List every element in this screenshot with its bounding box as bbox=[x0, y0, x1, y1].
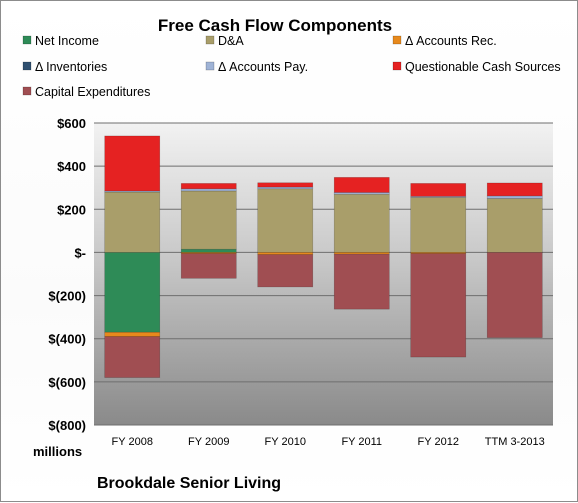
y-axis: $600 $400 $200 $- $(200) $(400) $(600) $(800) bbox=[48, 116, 86, 433]
x-tick-label: FY 2009 bbox=[188, 436, 229, 448]
bar-net-income-fy-2009 bbox=[180, 248, 237, 253]
bar-delta-accounts-rec-fy-2008 bbox=[104, 331, 161, 337]
x-tick-label: TTM 3-2013 bbox=[485, 436, 545, 448]
y-tick-label: $- bbox=[74, 245, 86, 260]
legend-swatch bbox=[22, 35, 32, 45]
legend-swatch bbox=[392, 61, 402, 71]
legend-label: Δ Accounts Pay. bbox=[218, 60, 308, 74]
legend-item-delta-accounts-pay: Δ Accounts Pay. bbox=[205, 60, 308, 74]
bar-delta-accounts-pay-ttm-3-2013 bbox=[486, 195, 543, 199]
legend-label: Net Income bbox=[35, 34, 99, 48]
bar-capital-expenditures-fy-2010 bbox=[257, 254, 314, 288]
legend-label: Δ Inventories bbox=[35, 60, 107, 74]
bar-questionable-cash-sources-fy-2010 bbox=[257, 182, 314, 188]
y-tick-label: $(600) bbox=[48, 375, 86, 390]
chart-title: Free Cash Flow Components bbox=[158, 16, 392, 35]
bar-d-a-fy-2012 bbox=[410, 197, 467, 253]
bar-capital-expenditures-fy-2009 bbox=[180, 253, 237, 279]
x-tick-label: FY 2012 bbox=[418, 436, 459, 448]
bar-d-a-fy-2010 bbox=[257, 188, 314, 253]
legend-item-delta-inventories: Δ Inventories bbox=[22, 60, 107, 74]
bar-d-a-ttm-3-2013 bbox=[486, 198, 543, 253]
y-tick-label: $600 bbox=[57, 116, 86, 131]
bar-d-a-fy-2009 bbox=[180, 190, 237, 250]
legend: Net Income D&A Δ Accounts Rec. Δ Inventorie… bbox=[22, 34, 561, 99]
legend-item-net-income: Net Income bbox=[22, 34, 99, 48]
x-tick-label: FY 2010 bbox=[265, 436, 306, 448]
legend-item-d-a: D&A bbox=[205, 34, 244, 48]
bar-capital-expenditures-fy-2011 bbox=[333, 253, 390, 310]
y-tick-label: $(800) bbox=[48, 418, 86, 433]
legend-swatch bbox=[205, 61, 215, 71]
bar-questionable-cash-sources-fy-2011 bbox=[333, 177, 390, 193]
legend-swatch bbox=[392, 35, 402, 45]
bar-questionable-cash-sources-ttm-3-2013 bbox=[486, 182, 543, 197]
legend-item-delta-accounts-rec: Δ Accounts Rec. bbox=[392, 34, 497, 48]
bar-questionable-cash-sources-fy-2009 bbox=[180, 183, 237, 190]
bar-capital-expenditures-ttm-3-2013 bbox=[486, 252, 543, 338]
bar-d-a-fy-2008 bbox=[104, 191, 161, 253]
company-name: Brookdale Senior Living bbox=[97, 475, 281, 492]
bar-capital-expenditures-fy-2012 bbox=[410, 253, 467, 358]
bar-delta-accounts-pay-fy-2009 bbox=[180, 188, 237, 192]
bar-delta-accounts-rec-fy-2010 bbox=[257, 252, 314, 255]
legend-swatch bbox=[205, 35, 215, 45]
y-tick-label: $400 bbox=[57, 159, 86, 174]
x-tick-label: FY 2011 bbox=[341, 436, 382, 448]
bar-d-a-fy-2011 bbox=[333, 193, 390, 253]
bar-questionable-cash-sources-fy-2008 bbox=[104, 135, 161, 192]
bar-questionable-cash-sources-fy-2012 bbox=[410, 183, 467, 197]
x-axis: FY 2008 FY 2009 FY 2010 FY 2011 FY 2012 TTM 3… bbox=[112, 436, 545, 448]
legend-item-questionable-cash-sources: Questionable Cash Sources bbox=[392, 60, 561, 74]
units-label: millions bbox=[33, 444, 82, 459]
y-tick-label: $(400) bbox=[48, 332, 86, 347]
legend-item-capital-expenditures: Capital Expenditures bbox=[22, 85, 150, 99]
gridlines bbox=[94, 122, 553, 426]
y-tick-label: $200 bbox=[57, 202, 86, 217]
legend-label: D&A bbox=[218, 34, 244, 48]
legend-label: Questionable Cash Sources bbox=[405, 60, 561, 74]
y-tick-label: $(200) bbox=[48, 289, 86, 304]
legend-label: Capital Expenditures bbox=[35, 85, 150, 99]
plot-area bbox=[94, 123, 553, 425]
bars bbox=[104, 135, 543, 378]
legend-label: Δ Accounts Rec. bbox=[405, 34, 497, 48]
legend-swatch bbox=[22, 86, 32, 96]
x-tick-label: FY 2008 bbox=[112, 436, 153, 448]
legend-swatch bbox=[22, 61, 32, 71]
bar-capital-expenditures-fy-2008 bbox=[104, 336, 161, 378]
bar-net-income-fy-2008 bbox=[104, 252, 161, 333]
